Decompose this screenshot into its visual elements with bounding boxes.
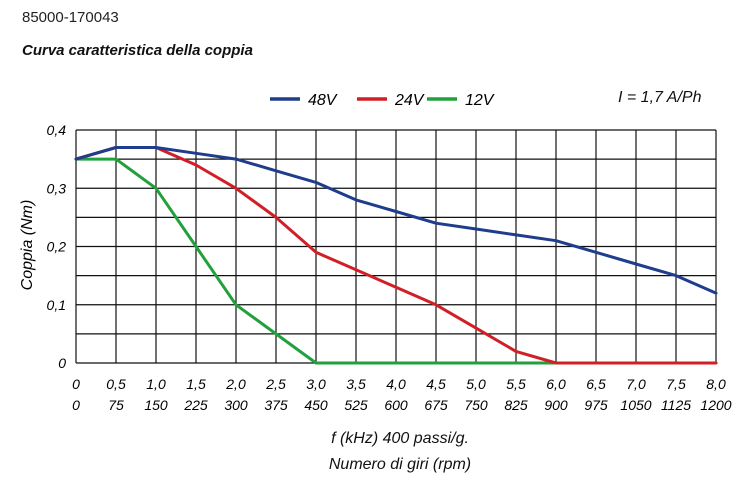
x-tick-label-rpm: 1200	[700, 397, 731, 413]
x-tick-label-khz: 0,5	[106, 376, 126, 392]
x-tick-label-rpm: 75	[108, 397, 124, 413]
y-axis-ticks: 0 0,1 0,2 0,3 0,4	[47, 122, 67, 371]
x-tick-label-khz: 7,0	[626, 376, 646, 392]
x-tick-label-rpm: 300	[224, 397, 248, 413]
x-tick-label-rpm: 750	[464, 397, 488, 413]
chart-title: Curva caratteristica della coppia	[22, 42, 253, 59]
product-code: 85000-170043	[22, 9, 119, 26]
legend-label-24v: 24V	[394, 92, 425, 109]
x-tick-label-rpm: 825	[504, 397, 528, 413]
x-tick-label-khz: 1,5	[186, 376, 206, 392]
chart-series	[74, 146, 718, 365]
x-tick-label-khz: 6,0	[546, 376, 566, 392]
y-tick-label: 0	[58, 355, 66, 371]
x-axis-label-frequency: f (kHz) 400 passi/g.	[331, 430, 469, 447]
x-tick-label-rpm: 900	[544, 397, 568, 413]
y-tick-label: 0,3	[47, 180, 67, 196]
y-tick-label: 0,4	[47, 122, 67, 138]
x-tick-label-khz: 8,0	[706, 376, 726, 392]
x-tick-label-khz: 3,0	[306, 376, 326, 392]
x-tick-label-khz: 1,0	[146, 376, 166, 392]
x-tick-label-khz: 5,0	[466, 376, 486, 392]
series-line-48v	[74, 146, 718, 295]
x-tick-label-rpm: 375	[264, 397, 288, 413]
x-tick-label-rpm: 525	[344, 397, 368, 413]
series-line-24v	[74, 146, 718, 365]
x-tick-label-khz: 0	[72, 376, 80, 392]
y-tick-label: 0,1	[47, 297, 66, 313]
current-note: I = 1,7 A/Ph	[618, 89, 702, 106]
legend: 48V 24V 12V	[270, 92, 495, 109]
x-tick-label-rpm: 1050	[620, 397, 651, 413]
x-tick-label-khz: 4,0	[386, 376, 406, 392]
legend-label-48v: 48V	[308, 92, 338, 109]
x-tick-label-khz: 4,5	[426, 376, 446, 392]
x-axis-ticks-rpm: 0 75 150 225 300 375 450 525 600 675 750 825 900 975 1…	[72, 397, 732, 413]
chart-grid	[75, 129, 717, 364]
x-tick-label-rpm: 675	[424, 397, 448, 413]
x-tick-label-rpm: 0	[72, 397, 80, 413]
x-axis-label-speed: Numero di giri (rpm)	[328, 456, 472, 473]
x-tick-label-rpm: 600	[384, 397, 408, 413]
x-tick-label-rpm: 975	[584, 397, 608, 413]
x-tick-label-khz: 3,5	[346, 376, 366, 392]
x-tick-label-khz: 6,5	[586, 376, 606, 392]
x-tick-label-khz: 2,5	[265, 376, 286, 392]
x-tick-label-khz: 7,5	[666, 376, 686, 392]
x-tick-label-rpm: 225	[183, 397, 208, 413]
x-tick-label-rpm: 1125	[661, 397, 691, 413]
x-tick-label-rpm: 150	[144, 397, 168, 413]
x-axis-ticks-khz: 0 0,5 1,0 1,5 2,0 2,5 3,0 3,5 4,0 4,5 5,0 5,5 6,0 6,5…	[72, 376, 726, 392]
x-tick-label-khz: 5,5	[506, 376, 526, 392]
y-tick-label: 0,2	[47, 239, 67, 255]
x-tick-label-khz: 2,0	[225, 376, 246, 392]
y-axis-label: Coppia (Nm)	[19, 200, 36, 291]
legend-label-12v: 12V	[465, 92, 495, 109]
x-tick-label-rpm: 450	[304, 397, 328, 413]
